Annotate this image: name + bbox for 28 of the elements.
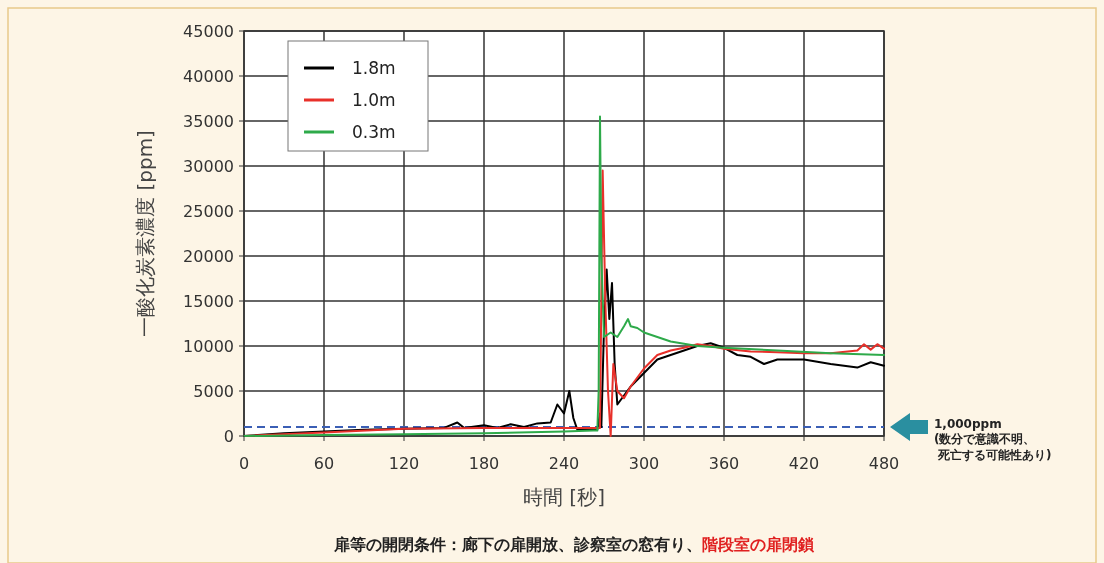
x-tick-label: 60 (313, 454, 335, 473)
legend-label: 0.3m (352, 121, 396, 142)
legend-label: 1.0m (352, 89, 396, 110)
text: (数分で意識不明、死亡する可能性あり) (934, 432, 1052, 462)
y-tick-label: 20000 (183, 246, 234, 266)
x-tick-label: 0 (238, 454, 250, 473)
y-tick-label: 30000 (183, 156, 234, 176)
x-tick-label: 120 (388, 454, 420, 473)
x-tick-label: 420 (788, 454, 820, 473)
text: 階段室の扉閉鎖 (702, 535, 815, 554)
x-tick-label: 180 (468, 454, 500, 473)
y-tick-label: 40000 (183, 66, 234, 86)
text: 扉等の開閉条件：廊下の扉開放、診察室の窓有り、 (333, 535, 702, 554)
x-axis-title: 時間 [秒] (523, 485, 605, 509)
y-tick-label: 5000 (193, 381, 234, 401)
y-tick-label: 15000 (183, 291, 234, 311)
legend-label: 1.8m (352, 57, 396, 78)
y-tick-label: 10000 (183, 336, 234, 356)
x-tick-label: 300 (628, 454, 660, 473)
y-tick-label: 0 (223, 426, 234, 446)
y-tick-label: 45000 (183, 21, 234, 41)
y-axis-title: 一酸化炭素濃度 [ppm] (133, 130, 157, 337)
x-tick-label: 240 (548, 454, 580, 473)
x-tick-label: 360 (708, 454, 740, 473)
y-tick-label: 25000 (183, 201, 234, 221)
y-tick-label: 35000 (183, 111, 234, 131)
x-tick-label: 480 (868, 454, 900, 473)
text: 1,000ppm (934, 417, 1002, 432)
